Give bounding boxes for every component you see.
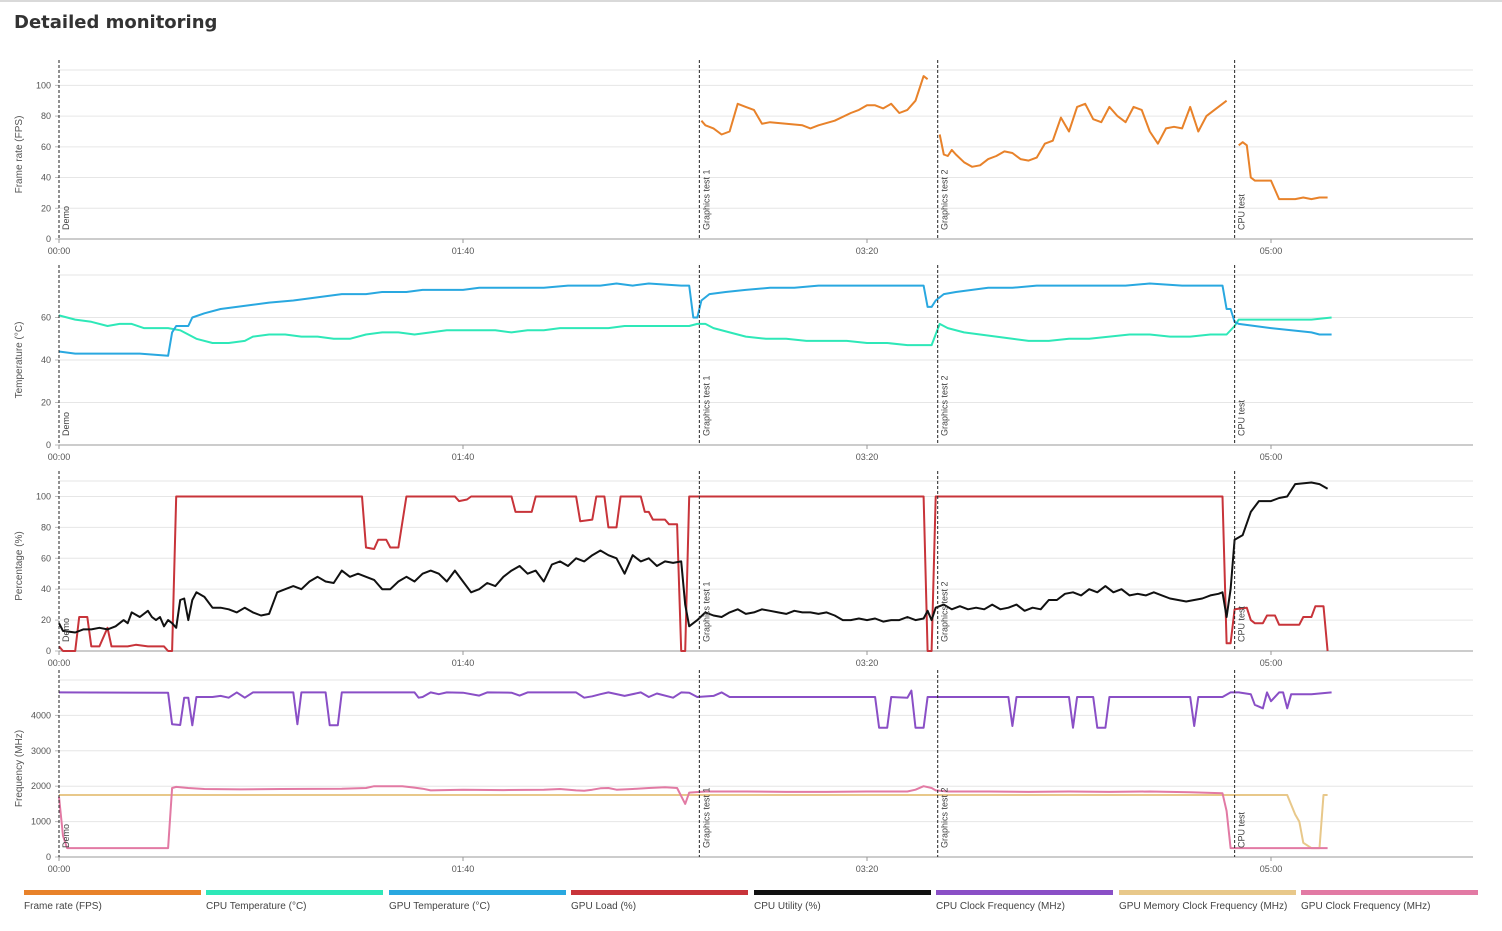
- series-line-gpu-temp: [58, 282, 1332, 357]
- legend-swatch: [571, 890, 748, 895]
- y-axis-title: Frequency (MHz): [14, 730, 25, 807]
- y-tick-label: 20: [41, 398, 51, 408]
- legend-label: CPU Utility (%): [754, 901, 821, 912]
- x-tick-label: 05:00: [1260, 246, 1283, 256]
- y-axis-title: Temperature (°C): [14, 322, 25, 399]
- x-tick-label: 00:00: [48, 452, 71, 462]
- y-tick-label: 20: [41, 203, 51, 213]
- legend-swatch: [1301, 890, 1478, 895]
- x-tick-label: 01:40: [452, 452, 475, 462]
- marker-label: Demo: [61, 206, 71, 230]
- x-tick-label: 05:00: [1260, 452, 1283, 462]
- legend-item-cpu-clock[interactable]: CPU Clock Frequency (MHz): [936, 890, 1113, 912]
- monitoring-charts: 0 20 40 60 80 100 00:00 01:40 03:20 05:00 Frame ra…: [14, 60, 1473, 874]
- y-tick-label: 60: [41, 553, 51, 563]
- series-line-fps: [938, 99, 1228, 168]
- marker-label: CPU test: [1237, 399, 1247, 436]
- series-line-gpu-clock: [58, 785, 1328, 850]
- legend-swatch: [24, 890, 201, 895]
- x-tick-label: 00:00: [48, 246, 71, 256]
- x-tick-label: 03:20: [856, 246, 879, 256]
- x-tick-label: 00:00: [48, 864, 71, 874]
- y-tick-label: 1000: [31, 817, 51, 827]
- y-tick-label: 0: [46, 646, 51, 656]
- marker-label: Demo: [61, 824, 71, 848]
- marker-label: Graphics test 2: [940, 169, 950, 230]
- legend-item-gpu-clock[interactable]: GPU Clock Frequency (MHz): [1301, 890, 1478, 912]
- legend-label: CPU Clock Frequency (MHz): [936, 901, 1065, 912]
- marker-label: CPU test: [1237, 605, 1247, 642]
- y-tick-label: 40: [41, 355, 51, 365]
- y-axis-title: Percentage (%): [14, 531, 25, 600]
- legend-label: GPU Load (%): [571, 901, 637, 912]
- legend-item-gpu-load[interactable]: GPU Load (%): [571, 890, 748, 912]
- marker-label: Graphics test 2: [940, 581, 950, 642]
- legend-swatch: [206, 890, 383, 895]
- y-tick-label: 0: [46, 440, 51, 450]
- y-tick-label: 0: [46, 852, 51, 862]
- x-tick-label: 05:00: [1260, 658, 1283, 668]
- y-tick-label: 80: [41, 522, 51, 532]
- y-tick-label: 60: [41, 313, 51, 323]
- y-tick-label: 20: [41, 615, 51, 625]
- series-line-fps: [700, 75, 929, 136]
- legend: Frame rate (FPS) CPU Temperature (°C) GP…: [24, 890, 1486, 920]
- series-line-cpu-temp: [58, 314, 1332, 347]
- legend-item-gpu-memory-clock[interactable]: GPU Memory Clock Frequency (MHz): [1119, 890, 1296, 912]
- y-tick-label: 100: [36, 491, 51, 501]
- y-tick-label: 40: [41, 584, 51, 594]
- y-tick-label: 80: [41, 111, 51, 121]
- chart-panel-2: 0 20 40 60 00:00 01:40 03:20 05:00 Temperature (…: [14, 265, 1473, 462]
- chart-panel-4: 0 1000 2000 3000 4000 00:00 01:40 03:20 05:00 Fre…: [14, 670, 1473, 874]
- y-tick-label: 0: [46, 234, 51, 244]
- x-tick-label: 00:00: [48, 658, 71, 668]
- series-line-fps: [1238, 141, 1328, 201]
- marker-label: CPU test: [1237, 811, 1247, 848]
- y-tick-label: 2000: [31, 781, 51, 791]
- legend-swatch: [754, 890, 931, 895]
- legend-item-cpu-temperature[interactable]: CPU Temperature (°C): [206, 890, 383, 912]
- legend-swatch: [1119, 890, 1296, 895]
- marker-label: CPU test: [1237, 193, 1247, 230]
- y-tick-label: 3000: [31, 746, 51, 756]
- series-line-cpu-clock: [58, 689, 1332, 729]
- legend-label: Frame rate (FPS): [24, 901, 102, 912]
- legend-label: GPU Temperature (°C): [389, 901, 491, 912]
- marker-label: Graphics test 2: [940, 787, 950, 848]
- top-divider: [0, 0, 1502, 2]
- series-line-gpu-load: [58, 495, 1329, 652]
- legend-item-cpu-utility[interactable]: CPU Utility (%): [754, 890, 931, 912]
- series-line-gpu-mem-clock: [59, 794, 1328, 850]
- x-tick-label: 01:40: [452, 246, 475, 256]
- legend-label: CPU Temperature (°C): [206, 901, 307, 912]
- legend-label: GPU Clock Frequency (MHz): [1301, 901, 1431, 912]
- x-tick-label: 03:20: [856, 452, 879, 462]
- x-tick-label: 01:40: [452, 658, 475, 668]
- chart-panel-3: 0 20 40 60 80 100 00:00 01:40 03:20 05:00 Percenta…: [14, 471, 1473, 668]
- marker-label: Graphics test 1: [701, 581, 711, 642]
- legend-label: GPU Memory Clock Frequency (MHz): [1119, 901, 1288, 912]
- legend-item-frame-rate[interactable]: Frame rate (FPS): [24, 890, 201, 912]
- y-tick-label: 4000: [31, 710, 51, 720]
- marker-label: Demo: [61, 412, 71, 436]
- page-title: Detailed monitoring: [14, 12, 218, 33]
- marker-label: Demo: [61, 618, 71, 642]
- y-tick-label: 40: [41, 173, 51, 183]
- legend-swatch: [389, 890, 566, 895]
- legend-swatch: [936, 890, 1113, 895]
- legend-item-gpu-temperature[interactable]: GPU Temperature (°C): [389, 890, 566, 912]
- chart-panel-1: 0 20 40 60 80 100 00:00 01:40 03:20 05:00 Frame ra…: [14, 60, 1473, 256]
- x-tick-label: 05:00: [1260, 864, 1283, 874]
- x-tick-label: 01:40: [452, 864, 475, 874]
- series-line-cpu-util: [58, 481, 1329, 634]
- marker-label: Graphics test 2: [940, 375, 950, 436]
- y-axis-title: Frame rate (FPS): [14, 116, 25, 194]
- marker-label: Graphics test 1: [701, 169, 711, 230]
- y-tick-label: 60: [41, 142, 51, 152]
- y-tick-label: 100: [36, 80, 51, 90]
- x-tick-label: 03:20: [856, 864, 879, 874]
- marker-label: Graphics test 1: [701, 375, 711, 436]
- x-tick-label: 03:20: [856, 658, 879, 668]
- marker-label: Graphics test 1: [701, 787, 711, 848]
